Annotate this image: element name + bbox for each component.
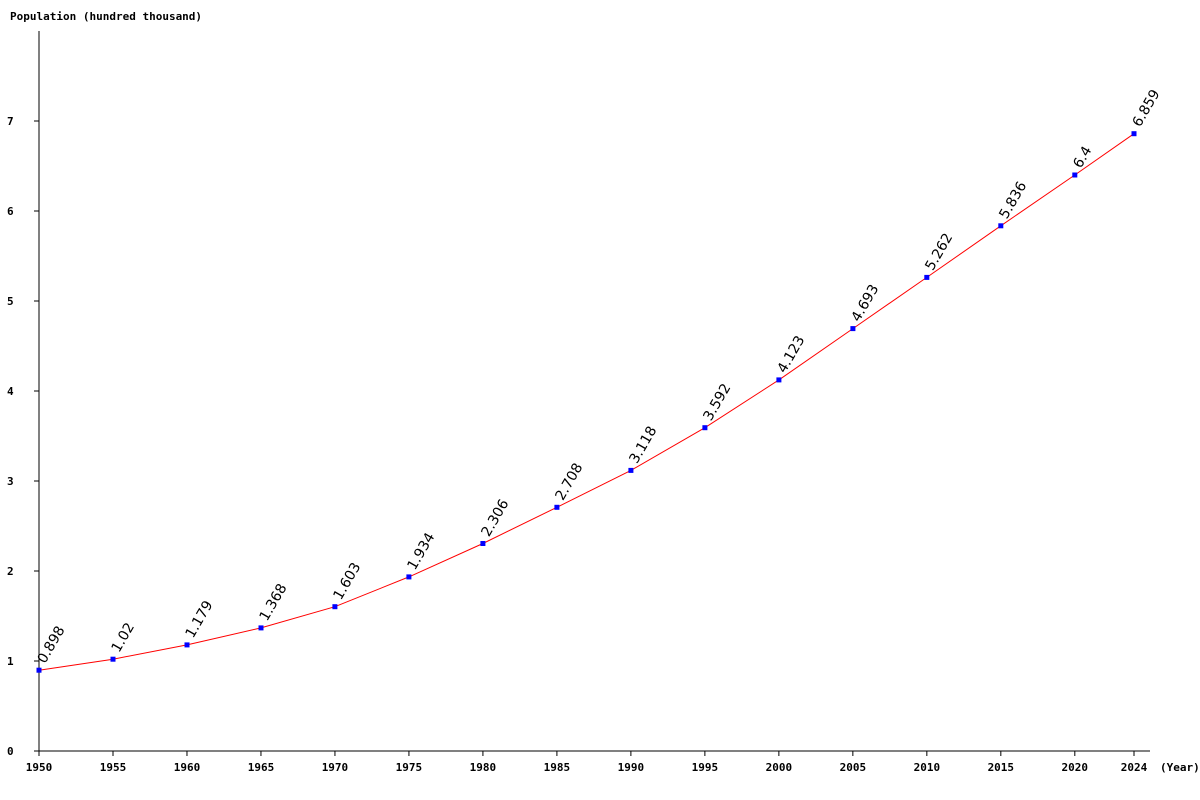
y-axis-ticks: 0 1 2 3 4 5 6 7 [7, 115, 39, 758]
series-line [38, 133, 1135, 671]
x-tick-label: 1950 [26, 761, 53, 774]
data-point-marker [480, 541, 486, 546]
data-value-label: 2.306 [479, 497, 513, 540]
x-tick-label: 1965 [248, 761, 275, 774]
data-point-marker [776, 377, 782, 383]
y-tick-label: 5 [7, 295, 14, 308]
data-point-marker [258, 625, 264, 631]
data-point-marker [554, 504, 560, 510]
y-tick-label: 6 [7, 205, 14, 218]
y-tick-label: 1 [7, 655, 14, 668]
data-point-marker [36, 667, 42, 673]
data-value-label: 2.708 [553, 461, 587, 504]
data-value-label: 5.262 [922, 231, 956, 274]
x-tick-label: 1985 [544, 761, 571, 774]
data-point-marker [998, 223, 1004, 229]
x-tick-label: 1975 [396, 761, 423, 774]
x-tick-label: 1980 [470, 761, 497, 774]
data-point-marker [1131, 131, 1137, 137]
y-tick-label: 7 [7, 115, 14, 128]
x-tick-label: 2015 [988, 761, 1015, 774]
axes [38, 31, 1150, 752]
x-tick-label: 1990 [618, 761, 645, 774]
x-tick-label: 1995 [692, 761, 719, 774]
x-axis-ticks: 1950 1955 1960 1965 1970 1975 1980 1985 1990 1995… [26, 751, 1148, 774]
data-value-label: 6.859 [1130, 87, 1164, 130]
data-value-label: 3.118 [627, 424, 661, 467]
data-value-label: 1.603 [331, 560, 365, 603]
data-point-marker [184, 642, 190, 648]
data-value-label: 1.934 [405, 530, 439, 573]
data-value-label: 1.179 [183, 598, 217, 641]
x-tick-label: 2000 [766, 761, 793, 774]
y-tick-label: 4 [7, 385, 14, 398]
data-point-marker [628, 467, 634, 473]
data-point-marker [850, 326, 856, 332]
data-point-marker [1072, 172, 1078, 178]
x-tick-label: 1955 [100, 761, 127, 774]
x-tick-label: 2005 [840, 761, 867, 774]
data-point-marker [924, 274, 930, 280]
data-point-marker [110, 656, 116, 662]
data-value-label: 6.4 [1070, 144, 1095, 171]
x-tick-label: 2020 [1062, 761, 1089, 774]
x-axis-title: (Year) [1160, 761, 1200, 774]
data-value-label: 0.898 [35, 623, 69, 666]
data-value-label: 3.592 [701, 381, 735, 424]
data-value-label: 1.02 [109, 620, 138, 655]
y-tick-label: 2 [7, 565, 14, 578]
data-value-label: 4.123 [775, 333, 809, 376]
y-tick-label: 0 [7, 745, 14, 758]
y-tick-label: 3 [7, 475, 14, 488]
series-layer: 0.898 1.02 1.179 1.368 1.603 1.934 2.306 2.708 3… [35, 87, 1164, 673]
data-point-marker [702, 425, 708, 431]
x-tick-label: 2024 [1121, 761, 1148, 774]
y-axis-title: Population (hundred thousand) [10, 10, 202, 23]
data-point-marker [406, 574, 412, 580]
x-tick-label: 1970 [322, 761, 349, 774]
data-value-label: 4.693 [849, 282, 883, 325]
x-tick-label: 2010 [914, 761, 941, 774]
x-tick-label: 1960 [174, 761, 201, 774]
data-point-marker [332, 604, 338, 610]
data-value-label: 5.836 [996, 179, 1030, 222]
data-value-label: 1.368 [257, 581, 291, 624]
